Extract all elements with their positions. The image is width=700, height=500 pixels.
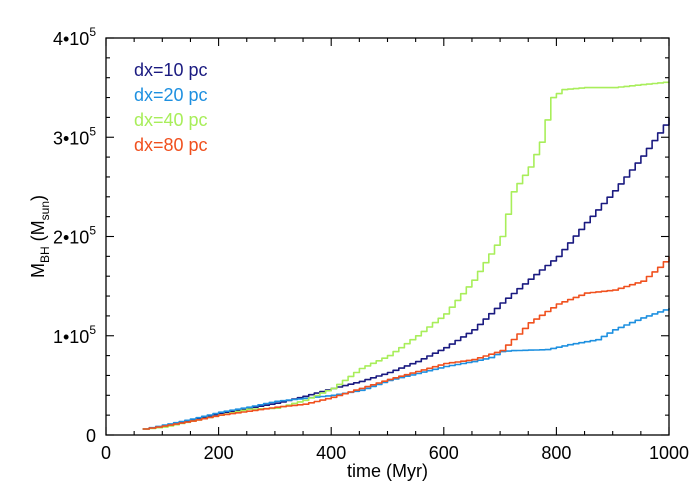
y-tick-label: 0 — [86, 426, 96, 446]
series-line-1 — [142, 117, 670, 430]
y-axis-label-close-paren: ) — [28, 195, 48, 201]
y-axis-label-open-paren: ( — [28, 235, 48, 246]
y-tick-label: 3•105 — [53, 124, 96, 148]
legend-entry-2: dx=20 pc — [134, 85, 208, 105]
y-axis-label-sub: BH — [38, 246, 52, 263]
y-axis-label: MBH (Msun) — [28, 195, 52, 278]
y-tick-label: 4•105 — [53, 25, 96, 49]
x-axis-label: time (Myr) — [347, 461, 428, 481]
y-axis-label-unit-sub: sun — [38, 201, 52, 220]
series-line-4 — [142, 256, 670, 430]
legend: dx=10 pc dx=20 pc dx=40 pc dx=80 pc — [134, 60, 208, 155]
x-tick-label: 0 — [101, 443, 111, 463]
x-tick-label: 400 — [316, 443, 346, 463]
y-tick-label: 1•105 — [53, 323, 96, 347]
legend-entry-4: dx=80 pc — [134, 135, 208, 155]
y-tick-label: 2•105 — [53, 224, 96, 248]
legend-entry-1: dx=10 pc — [134, 60, 208, 80]
series-line-3 — [142, 81, 670, 430]
legend-entry-3: dx=40 pc — [134, 110, 208, 130]
x-tick-label: 800 — [541, 443, 571, 463]
ticks-layer: 0 200 400 600 800 1000 0 1•105 2•105 3•105 4•105 — [53, 25, 689, 463]
y-axis-label-unit: M — [28, 220, 48, 235]
series-line-2 — [142, 308, 670, 430]
series-layer — [142, 81, 670, 430]
x-tick-label: 600 — [429, 443, 459, 463]
x-tick-label: 1000 — [649, 443, 689, 463]
y-axis-label-main: M — [28, 263, 48, 278]
x-tick-label: 200 — [204, 443, 234, 463]
